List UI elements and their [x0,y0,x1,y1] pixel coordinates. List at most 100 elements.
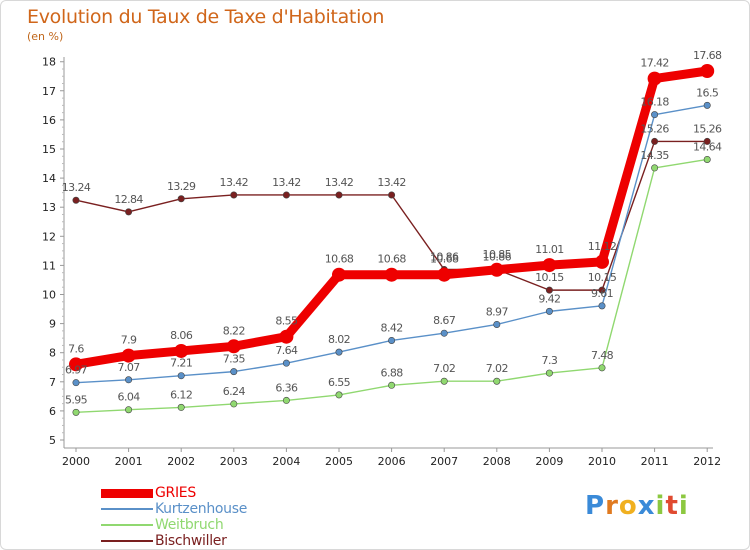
logo-letter: r [605,491,619,521]
x-tick-label: 2012 [693,455,721,468]
data-label-bischwiller: 10.86 [430,250,459,263]
x-tick-label: 2011 [641,455,669,468]
data-point-gries [279,329,294,344]
data-label-gries: 10.68 [325,253,354,266]
legend-label: Bischwiller [155,533,227,549]
data-point-kurtzenhouse [703,101,711,109]
data-label-weitbruch: 6.88 [381,366,404,379]
data-point-weitbruch [703,155,711,163]
data-point-weitbruch [72,408,80,416]
data-label-weitbruch: 6.04 [118,391,141,404]
y-tick-label: 16 [42,114,56,127]
data-point-bischwiller [230,191,238,199]
data-label-kurtzenhouse: 8.97 [486,305,509,318]
data-point-weitbruch [282,396,290,404]
data-label-gries: 7.9 [121,334,137,347]
y-tick-label: 8 [49,347,56,360]
data-point-gries [174,343,189,358]
x-tick-label: 2010 [588,455,616,468]
data-label-weitbruch: 6.55 [328,376,351,389]
data-label-bischwiller: 13.42 [325,176,354,189]
data-label-gries: 11.01 [535,243,564,256]
data-point-gries [69,357,83,372]
data-point-weitbruch [651,164,659,172]
data-point-kurtzenhouse [125,376,133,384]
data-point-kurtzenhouse [440,329,448,337]
legend-label: Kurtzenhouse [155,501,248,517]
y-tick-label: 7 [49,376,56,389]
data-label-kurtzenhouse: 6.97 [65,364,88,377]
data-point-kurtzenhouse [545,307,553,315]
logo-letter: o [618,491,638,521]
legend-swatch [101,540,153,542]
data-point-weitbruch [388,381,396,389]
data-label-bischwiller: 15.26 [640,122,669,135]
logo-letter: P [585,491,606,521]
data-label-gries: 8.06 [170,329,193,342]
logo-letter: i [678,491,689,521]
data-label-kurtzenhouse: 7.07 [118,361,141,374]
data-label-kurtzenhouse: 8.42 [381,321,403,334]
data-point-bischwiller [177,195,185,203]
y-tick-label: 5 [49,434,56,447]
data-point-kurtzenhouse [177,372,185,380]
data-label-bischwiller: 13.42 [377,176,406,189]
data-point-bischwiller [335,191,343,199]
data-label-kurtzenhouse: 8.02 [328,333,350,346]
series-line-gries [71,66,712,369]
data-label-weitbruch: 6.36 [275,381,298,394]
legend-item-gries: GRIES [101,485,247,501]
data-point-weitbruch [545,369,553,377]
data-point-weitbruch [335,391,343,399]
data-label-weitbruch: 7.48 [591,349,614,362]
data-label-kurtzenhouse: 7.21 [170,357,192,370]
data-label-kurtzenhouse: 7.64 [275,344,298,357]
y-tick-label: 13 [42,201,56,214]
legend-item-weitbruch: Weitbruch [101,517,247,533]
data-point-gries [489,262,504,277]
data-label-weitbruch: 6.24 [223,385,246,398]
data-label-kurtzenhouse: 9.42 [538,292,560,305]
data-label-weitbruch: 7.3 [542,354,558,367]
data-label-bischwiller: 10.86 [483,250,512,263]
data-label-kurtzenhouse: 16.5 [696,86,719,99]
x-tick-label: 2003 [220,455,248,468]
data-point-kurtzenhouse [651,111,659,119]
y-tick-label: 18 [42,56,56,69]
data-label-bischwiller: 13.42 [272,176,301,189]
data-label-kurtzenhouse: 8.67 [433,314,456,327]
data-label-bischwiller: 13.24 [62,181,91,194]
data-label-gries: 10.68 [377,253,406,266]
x-tick-label: 2002 [167,455,195,468]
x-tick-label: 2008 [483,455,511,468]
legend-label: Weitbruch [155,517,224,533]
legend-label: GRIES [155,485,196,501]
x-tick-label: 2004 [272,455,300,468]
data-label-weitbruch: 7.02 [486,362,508,375]
data-point-bischwiller [388,191,396,199]
y-tick-label: 14 [42,172,56,185]
chart-legend: GRIES Kurtzenhouse Weitbruch Bischwiller [101,485,247,549]
data-point-weitbruch [598,364,606,372]
y-tick-label: 9 [49,318,56,331]
legend-swatch [101,488,153,498]
data-label-gries: 7.6 [68,342,84,355]
data-point-gries [595,254,609,269]
data-point-gries [226,339,241,354]
data-point-bischwiller [598,286,606,294]
data-label-gries: 10.85 [483,248,512,261]
data-point-kurtzenhouse [388,336,396,344]
data-point-bischwiller [703,137,711,145]
data-point-bischwiller [72,196,80,204]
data-label-weitbruch: 5.95 [65,393,88,406]
data-point-weitbruch [230,400,238,408]
logo-letter: t [665,491,679,521]
data-label-gries: 8.55 [275,315,298,328]
data-point-kurtzenhouse [72,379,80,387]
data-label-gries: 11.12 [588,240,617,253]
data-point-kurtzenhouse [493,320,501,328]
chart-unit: (en %) [27,30,64,43]
data-label-weitbruch: 6.12 [170,388,192,401]
